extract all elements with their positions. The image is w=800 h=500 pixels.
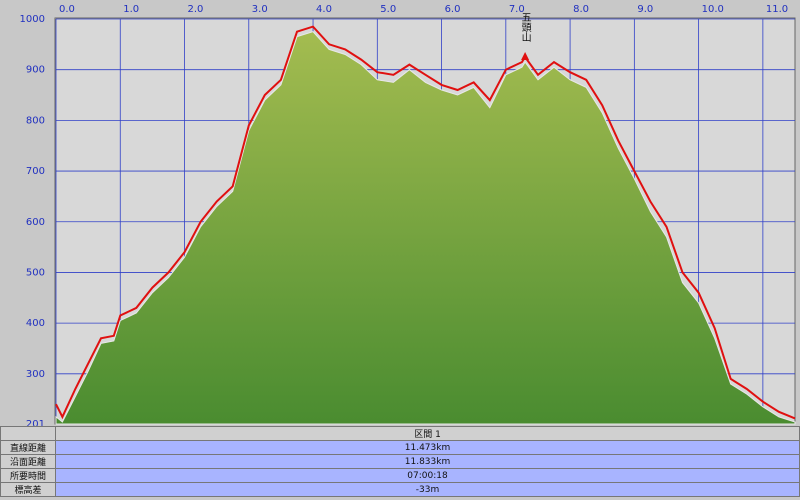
y-tick-label: 800	[26, 115, 45, 126]
row-value: 11.473km	[55, 440, 800, 455]
table-row: 直線距離 11.473km	[0, 440, 800, 455]
x-tick-label: 11.0	[766, 4, 788, 15]
y-tick-label: 300	[26, 369, 45, 380]
x-tick-label: 5.0	[380, 4, 396, 15]
line	[55, 25, 796, 420]
table-header: 区間 1	[55, 426, 800, 441]
row-label: 所要時間	[0, 468, 56, 483]
row-label: 沿面距離	[0, 454, 56, 469]
y-tick-label: 400	[26, 318, 45, 329]
row-value: 11.833km	[55, 454, 800, 469]
y-tick-label: 900	[26, 65, 45, 76]
x-tick-label: 9.0	[637, 4, 653, 15]
x-tick-label: 1.0	[123, 4, 139, 15]
annotation: 五頭山	[519, 12, 531, 42]
x-tick-label: 10.0	[702, 4, 724, 15]
row-value: -33m	[55, 482, 800, 497]
x-tick-label: 8.0	[573, 4, 589, 15]
x-tick-label: 2.0	[188, 4, 204, 15]
y-tick-label: 600	[26, 217, 45, 228]
table-row: 沿面距離 11.833km	[0, 454, 800, 469]
table-row: 標高差 -33m	[0, 482, 800, 497]
x-tick-label: 3.0	[252, 4, 268, 15]
chart: 201 300 400 500 600 700 800 900 1000 0.0 1.0 2.0 3.0…	[20, 4, 796, 426]
x-tick-label: 4.0	[316, 4, 332, 15]
row-label: 直線距離	[0, 440, 56, 455]
summary-table: 区間 1 直線距離 11.473km 沿面距離 11.833km 所要時間 07:00:18…	[0, 426, 800, 497]
y-tick-label: 700	[26, 166, 45, 177]
x-tick-label: 7.0	[509, 4, 525, 15]
table-corner	[0, 426, 56, 441]
table-row: 所要時間 07:00:18	[0, 468, 800, 483]
area	[55, 31, 796, 425]
peak-marker	[521, 52, 530, 61]
row-value: 07:00:18	[55, 468, 800, 483]
row-label: 標高差	[0, 482, 56, 497]
y-tick-label: 1000	[20, 14, 45, 25]
x-tick-label: 0.0	[59, 4, 75, 15]
table-row: 区間 1	[0, 426, 800, 441]
x-tick-label: 6.0	[445, 4, 461, 15]
y-tick-label: 500	[26, 267, 45, 278]
y-tick-label: 201	[26, 419, 45, 426]
